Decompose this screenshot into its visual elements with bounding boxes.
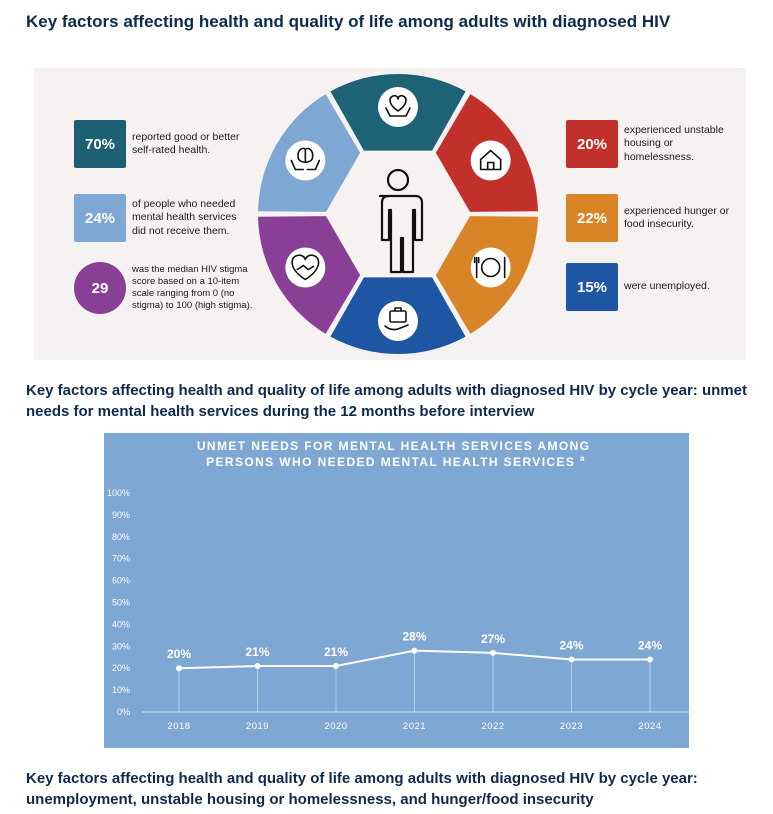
stat-hiv-stigma: 29 was the median HIV stigma score based… [74,262,259,314]
house-icon [470,140,511,181]
stat-description: reported good or better self-rated healt… [132,130,240,156]
y-tick-label: 70% [112,554,130,564]
data-point [490,649,496,656]
stat-badge: 70% [74,120,126,168]
data-label: 24% [559,638,583,652]
infographic-title: Key factors affecting health and quality… [26,12,671,31]
x-tick-label: 2021 [403,721,426,732]
stat-description: was the median HIV stigma score based on… [132,264,253,311]
stat-description: experienced hunger or food insecurity. [624,204,730,230]
stat-badge: 20% [566,120,618,168]
data-label: 21% [245,645,269,659]
data-point [333,663,339,670]
brain-hands-icon [285,140,326,181]
briefcase-hand-icon [378,301,418,341]
stat-badge: 15% [566,263,618,311]
y-tick-label: 40% [112,619,130,629]
health-care-hands-icon [378,87,418,127]
stat-badge: 22% [566,194,618,242]
y-tick-label: 50% [112,598,130,608]
x-tick-label: 2022 [481,721,504,732]
person-icon [378,168,424,274]
mental-health-chart: UNMET NEEDS FOR MENTAL HEALTH SERVICES A… [104,433,689,748]
stat-unemployed: 15% were unemployed. [566,263,744,311]
y-tick-label: 0% [117,707,130,717]
data-point [176,665,182,672]
x-tick-label: 2020 [324,721,347,732]
stat-badge: 29 [74,262,126,314]
x-tick-label: 2019 [246,721,269,732]
line-chart: UNMET NEEDS FOR MENTAL HEALTH SERVICES A… [107,439,689,732]
chart-title: UNMET NEEDS FOR MENTAL HEALTH SERVICES A… [197,439,595,469]
x-tick-label: 2018 [167,721,190,732]
data-label: 28% [402,630,426,644]
x-tick-label: 2024 [638,721,661,732]
stat-description: experienced unstable housing or homeless… [624,124,724,163]
stat-food-insecurity: 22% experienced hunger or food insecurit… [566,194,744,242]
data-point [568,656,575,663]
y-tick-label: 90% [112,510,130,520]
data-label: 24% [638,638,662,652]
employment-section-heading: Key factors affecting health and quality… [26,770,698,808]
data-label: 20% [167,647,191,661]
data-label: 21% [324,645,348,659]
y-tick-label: 100% [107,488,130,498]
data-point [411,647,418,654]
mental-health-section-heading: Key factors affecting health and quality… [26,382,747,420]
plate-utensils-icon [470,247,511,288]
stat-self-rated-health: 70% reported good or better self-rated h… [74,120,254,168]
data-point [254,663,261,670]
stat-badge: 24% [74,194,126,242]
stat-unstable-housing: 20% experienced unstable housing or home… [566,120,744,168]
x-tick-label: 2023 [560,721,583,732]
y-tick-label: 10% [112,685,130,695]
data-label: 27% [481,632,505,646]
data-point [647,656,653,663]
factors-wheel [258,74,538,354]
y-tick-label: 20% [112,663,130,673]
y-tick-label: 60% [112,576,130,586]
y-tick-label: 30% [112,641,130,651]
y-tick-label: 80% [112,532,130,542]
stat-description: of people who needed mental health servi… [132,198,237,237]
stat-mental-health-unmet: 24% of people who needed mental health s… [74,194,254,242]
chart-title-footnote-marker: a [580,454,586,463]
stat-description: were unemployed. [624,280,710,293]
heart-handshake-icon [285,247,326,288]
